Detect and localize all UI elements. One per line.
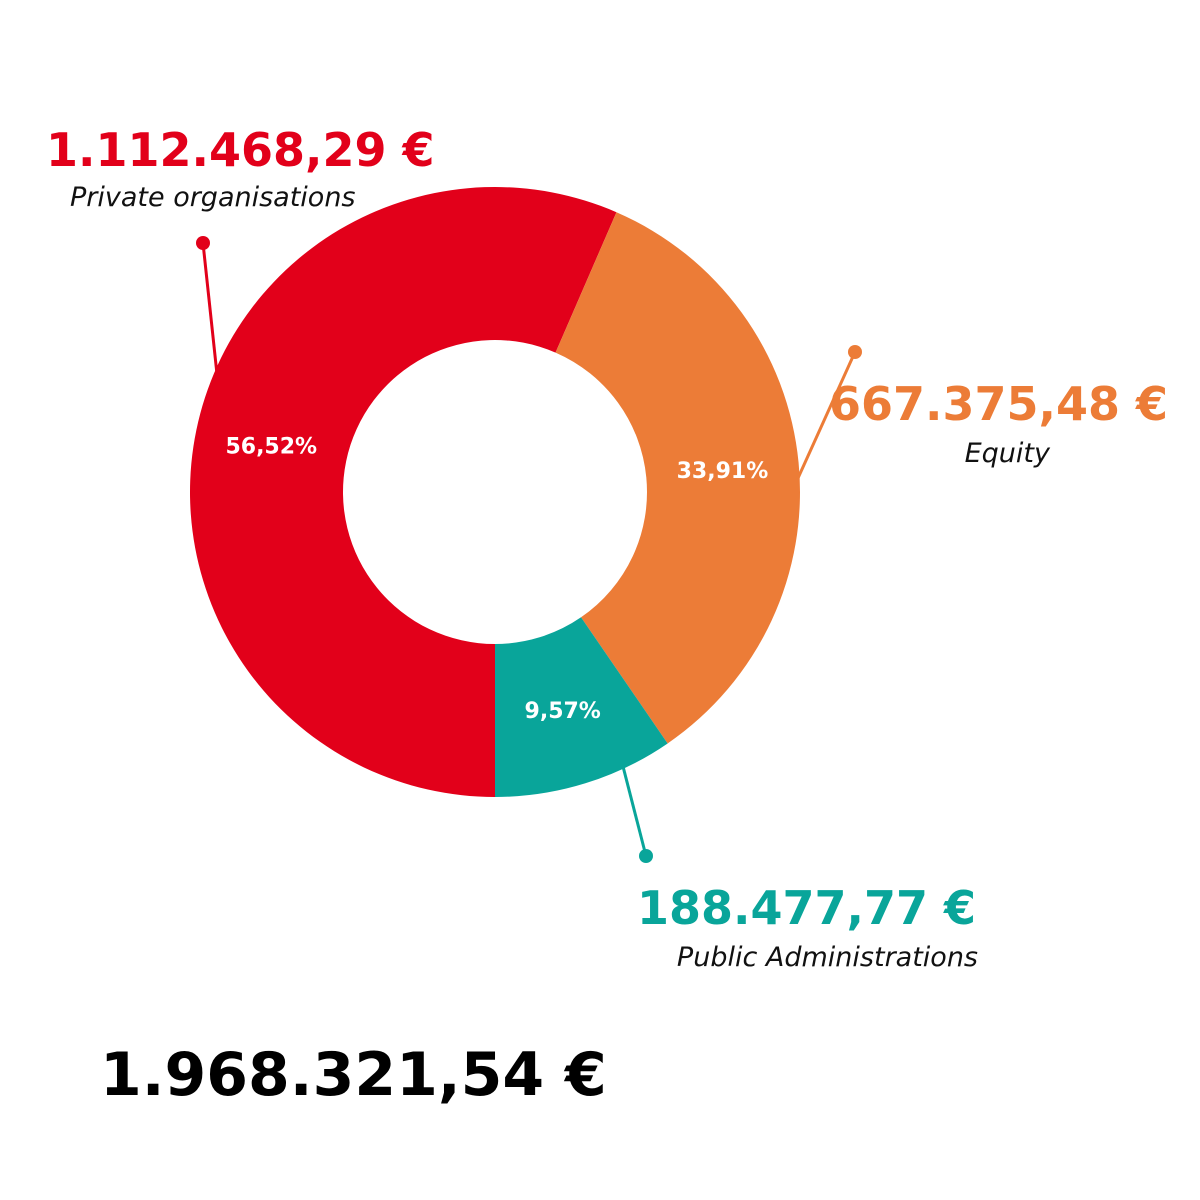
- percent-label-public: 9,57%: [525, 699, 601, 724]
- public-administrations-amount: 188.477,77 €: [636, 881, 976, 935]
- leader-dot-equity: [848, 345, 862, 359]
- percent-label-equity: 33,91%: [677, 459, 769, 484]
- slice-equity: [555, 212, 800, 744]
- leader-dot-private: [196, 236, 210, 250]
- leader-line-public: [621, 766, 648, 857]
- equity-amount: 667.375,48 €: [828, 377, 1168, 431]
- equity-label: Equity: [964, 438, 1050, 469]
- leader-line-private: [201, 242, 250, 669]
- slice-private: [189, 186, 617, 797]
- slice-public: [495, 617, 668, 797]
- public-administrations-label: Public Administrations: [676, 942, 978, 973]
- percent-label-private: 56,52%: [225, 435, 317, 460]
- leader-line-equity: [796, 351, 857, 480]
- total-amount: 1.968.321,54 €: [100, 1040, 607, 1110]
- private-organisations-amount: 1.112.468,29 €: [46, 123, 435, 177]
- private-organisations-label: Private organisations: [70, 182, 356, 213]
- leader-dot-public: [639, 849, 653, 863]
